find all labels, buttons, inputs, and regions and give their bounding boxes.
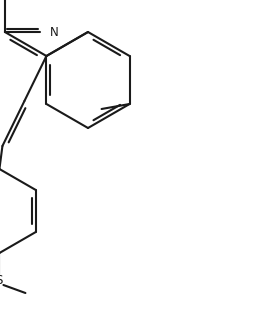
Text: N: N [50,26,59,38]
Text: S: S [0,275,3,288]
